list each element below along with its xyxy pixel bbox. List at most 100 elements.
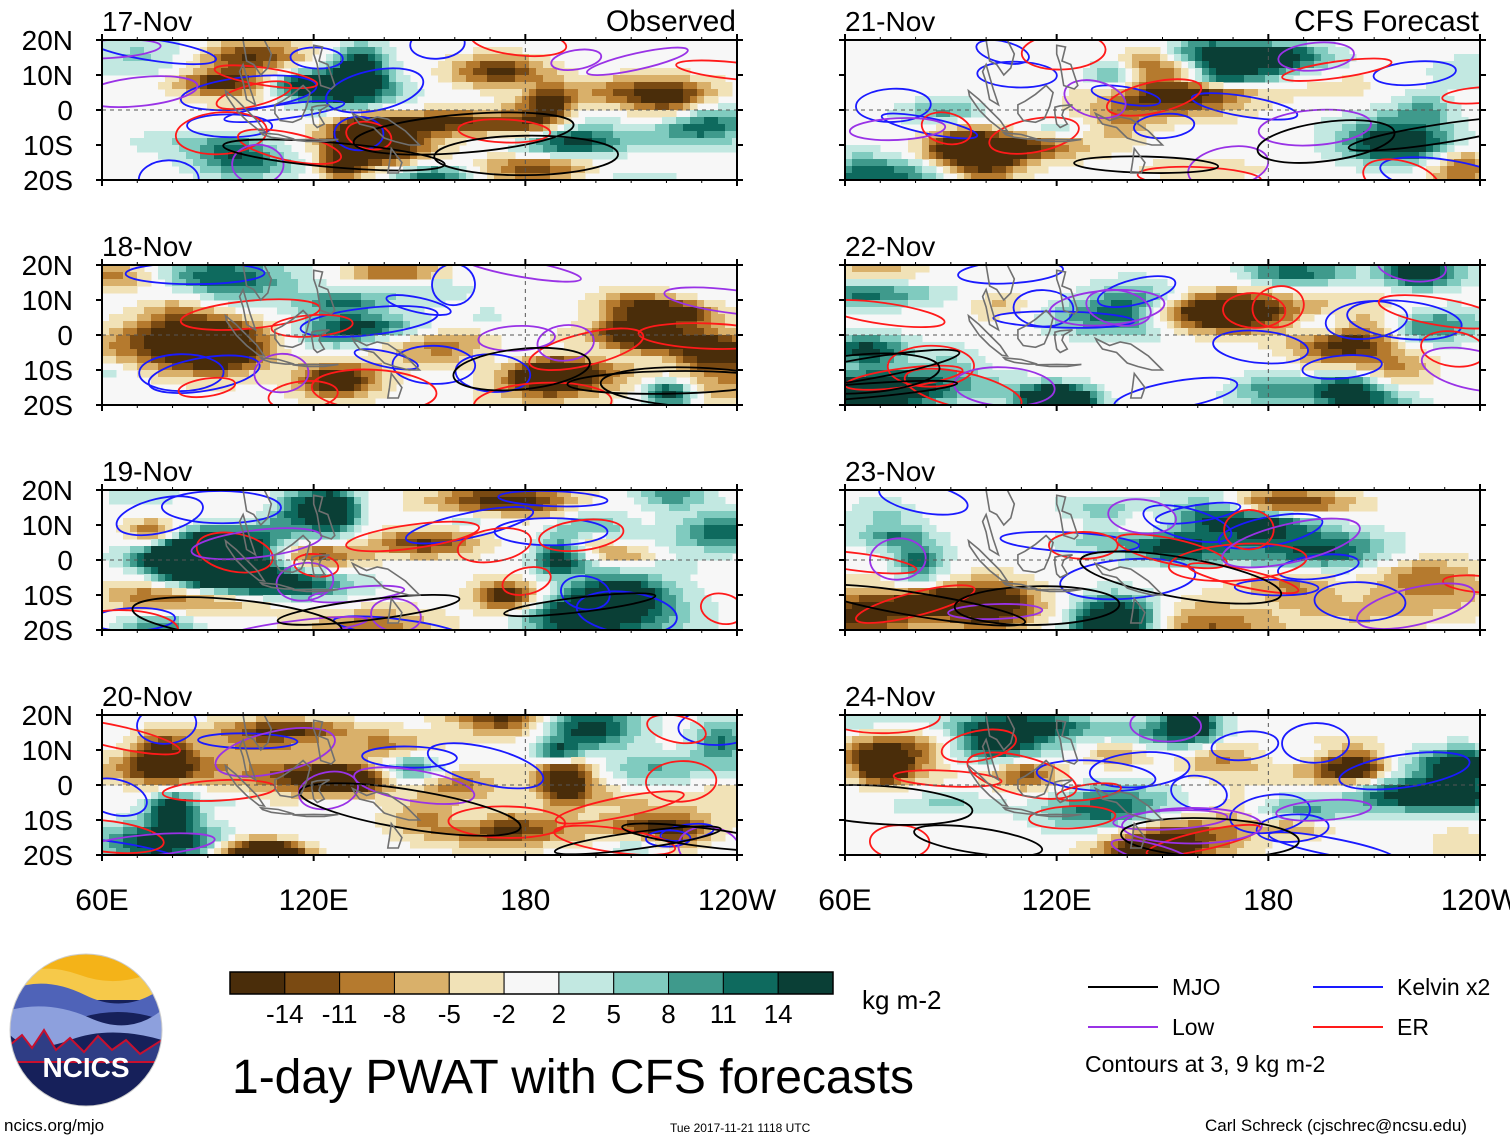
field-cell xyxy=(144,722,152,730)
field-cell xyxy=(333,736,341,744)
field-cell xyxy=(592,335,600,343)
field-cell xyxy=(354,391,362,399)
field-cell xyxy=(270,715,278,723)
field-cell xyxy=(599,736,607,744)
field-cell xyxy=(431,757,439,765)
field-cell xyxy=(690,623,698,630)
field-cell xyxy=(263,609,271,617)
field-cell xyxy=(515,398,523,405)
field-cell xyxy=(340,131,348,139)
field-cell xyxy=(606,623,614,630)
field-cell xyxy=(368,152,376,160)
field-cell xyxy=(459,588,467,596)
field-cell xyxy=(578,560,586,568)
field-cell xyxy=(697,764,705,772)
field-cell xyxy=(627,574,635,582)
field-cell xyxy=(648,602,656,610)
field-cell xyxy=(319,89,327,97)
field-cell xyxy=(592,96,600,104)
field-cell xyxy=(396,173,404,180)
field-cell xyxy=(326,384,334,392)
field-cell xyxy=(487,398,495,405)
field-cell xyxy=(487,110,495,118)
field-cell xyxy=(473,124,481,132)
field-cell xyxy=(200,356,208,364)
field-cell xyxy=(417,729,425,737)
field-cell xyxy=(508,715,516,723)
field-cell xyxy=(620,722,628,730)
field-cell xyxy=(718,729,726,737)
field-cell xyxy=(452,532,460,540)
field-cell xyxy=(291,75,299,83)
field-cell xyxy=(263,567,271,575)
field-cell xyxy=(347,736,355,744)
field-cell xyxy=(641,96,649,104)
field-cell xyxy=(256,82,264,90)
field-cell xyxy=(697,124,705,132)
field-cell xyxy=(697,539,705,547)
field-cell xyxy=(151,68,159,76)
field-cell xyxy=(494,173,502,180)
field-cell xyxy=(242,525,250,533)
field-cell xyxy=(137,497,145,505)
field-cell xyxy=(627,173,635,180)
field-cell xyxy=(676,82,684,90)
field-cell xyxy=(396,525,404,533)
field-cell xyxy=(641,771,649,779)
field-cell xyxy=(592,546,600,554)
field-cell xyxy=(158,729,166,737)
field-cell xyxy=(424,124,432,132)
field-cell xyxy=(277,490,285,498)
field-cell xyxy=(228,286,236,294)
field-cell xyxy=(200,567,208,575)
field-cell xyxy=(326,96,334,104)
field-cell xyxy=(438,138,446,146)
field-cell xyxy=(410,785,418,793)
field-cell xyxy=(487,574,495,582)
field-cell xyxy=(564,335,572,343)
field-cell xyxy=(711,497,719,505)
field-cell xyxy=(165,89,173,97)
field-cell xyxy=(683,131,691,139)
field-cell xyxy=(263,138,271,146)
field-cell xyxy=(676,511,684,519)
field-cell xyxy=(613,511,621,519)
field-cell xyxy=(277,588,285,596)
field-cell xyxy=(487,511,495,519)
field-cell xyxy=(683,602,691,610)
field-cell xyxy=(179,138,187,146)
field-cell xyxy=(662,588,670,596)
field-cell xyxy=(354,609,362,617)
field-cell xyxy=(326,314,334,322)
field-cell xyxy=(585,778,593,786)
field-cell xyxy=(242,272,250,280)
contour-er xyxy=(637,322,737,350)
field-cell xyxy=(690,138,698,146)
field-cell xyxy=(501,595,509,603)
field-cell xyxy=(543,75,551,83)
field-cell xyxy=(410,138,418,146)
field-cell xyxy=(165,349,173,357)
field-cell xyxy=(718,75,726,83)
contour-er xyxy=(310,368,438,405)
field-cell xyxy=(571,497,579,505)
field-cell xyxy=(326,363,334,371)
field-cell xyxy=(494,729,502,737)
field-cell xyxy=(599,778,607,786)
field-cell xyxy=(613,286,621,294)
field-cell xyxy=(676,750,684,758)
field-cell xyxy=(634,335,642,343)
field-cell xyxy=(557,532,565,540)
field-cell xyxy=(592,518,600,526)
field-cell xyxy=(585,335,593,343)
field-cell xyxy=(410,504,418,512)
field-cell xyxy=(242,574,250,582)
field-cell xyxy=(487,131,495,139)
field-cell xyxy=(627,96,635,104)
field-cell xyxy=(445,68,453,76)
field-cell xyxy=(550,490,558,498)
field-cell xyxy=(648,778,656,786)
field-cell xyxy=(410,546,418,554)
field-cell xyxy=(452,497,460,505)
